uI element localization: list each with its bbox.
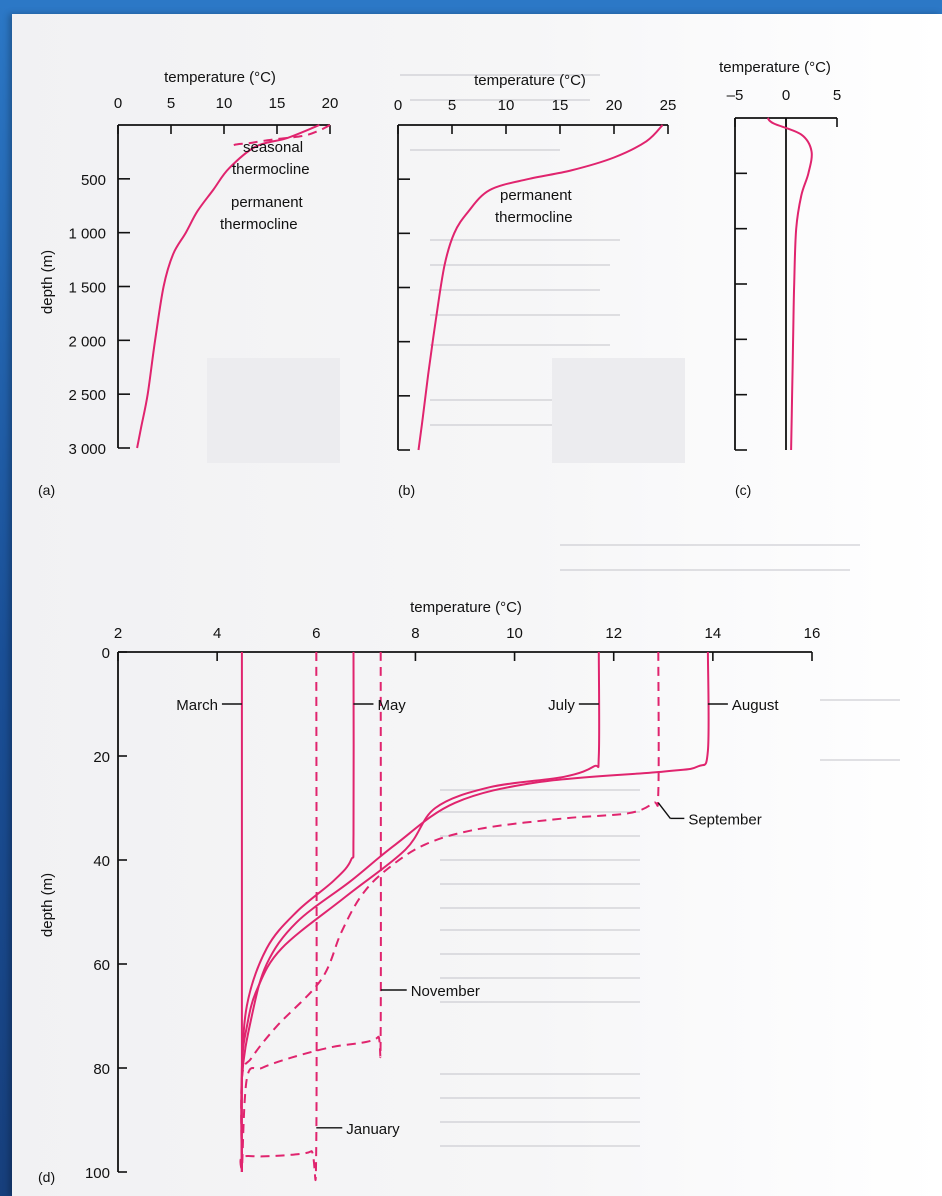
panel-a-label: (a) [38,482,55,498]
y-tick-label: 0 [102,645,110,662]
x-tick-label: 2 [114,625,122,642]
leader-line [657,802,671,819]
y-tick-label: 1 500 [68,280,106,297]
x-tick-label: 4 [213,625,221,642]
november-label: November [411,983,480,1000]
x-tick-label: 15 [552,97,569,114]
x-tick-label: 5 [448,97,456,114]
temperature-curve [417,124,664,451]
panel-c-xlabel: temperature (°C) [719,59,831,76]
x-tick-label: 0 [114,95,122,112]
y-tick-label: 100 [85,1165,110,1182]
temperature-curve [136,124,320,449]
panel-a-annotation-seasonal-1: seasonal [243,139,303,156]
january-curve [239,651,318,1181]
x-tick-label: 20 [322,95,339,112]
november-curve [240,651,382,1173]
panel-c-label: (c) [735,482,751,498]
panel-d-ylabel: depth (m) [39,873,56,937]
september-label: September [688,811,761,828]
panel-b-annotation-1: permanent [500,187,573,204]
panel-b-label: (b) [398,482,415,498]
temperature-curve [229,124,331,148]
scanned-page [12,14,942,1196]
y-tick-label: 2 500 [68,387,106,404]
x-tick-label: 5 [167,95,175,112]
x-tick-label: 5 [833,87,841,104]
july-curve [240,651,601,1173]
x-tick-label: –5 [727,87,744,104]
mask-box-left [207,358,340,463]
panel-a-xlabel: temperature (°C) [164,69,276,86]
y-tick-label: 2 000 [68,333,106,350]
panel-d-label: (d) [38,1169,55,1185]
x-tick-label: 12 [605,625,622,642]
background-text-lines [400,74,900,1147]
x-tick-label: 15 [269,95,286,112]
panel-b-xlabel: temperature (°C) [474,72,586,89]
panel-a-annotation-seasonal-2: thermocline [232,161,310,178]
x-tick-label: 6 [312,625,320,642]
x-tick-label: 0 [394,97,402,114]
panel-a-annotation-permanent-2: thermocline [220,216,298,233]
x-tick-label: 10 [506,625,523,642]
september-curve [240,651,660,1173]
panel-b: temperature (°C) 0 5 10 15 20 25 permanent th… [394,72,677,498]
y-tick-label: 1 000 [68,226,106,243]
temperature-curve [766,117,813,451]
x-tick-label: 14 [705,625,722,642]
y-tick-label: 20 [93,749,110,766]
y-tick-label: 40 [93,853,110,870]
y-tick-label: 80 [93,1061,110,1078]
panel-a-annotation-permanent-1: permanent [231,194,304,211]
august-curve [240,651,710,1173]
panel-a-ylabel: depth (m) [39,250,56,314]
panel-c: temperature (°C) –5 0 5 (c) [719,59,841,498]
panel-b-annotation-2: thermocline [495,209,573,226]
july-label: July [548,697,575,714]
panel-d: temperature (°C) depth (m) 2 4 6 8 10 12 14 16 … [38,599,820,1185]
mask-box-right [552,358,685,463]
x-tick-label: 8 [411,625,419,642]
x-tick-label: 20 [606,97,623,114]
y-tick-label: 500 [81,172,106,189]
x-tick-label: 16 [804,625,821,642]
august-label: August [732,697,780,714]
panel-d-xlabel: temperature (°C) [410,599,522,616]
january-label: January [346,1121,400,1138]
panel-a: temperature (°C) depth (m) 0 5 10 15 20 500 1… [38,69,338,498]
x-tick-label: 0 [782,87,790,104]
march-label: March [176,697,218,714]
y-tick-label: 3 000 [68,441,106,458]
x-tick-label: 10 [216,95,233,112]
may-label: May [377,697,406,714]
may-curve [240,651,355,1173]
y-tick-label: 60 [93,957,110,974]
x-tick-label: 25 [660,97,677,114]
x-tick-label: 10 [498,97,515,114]
